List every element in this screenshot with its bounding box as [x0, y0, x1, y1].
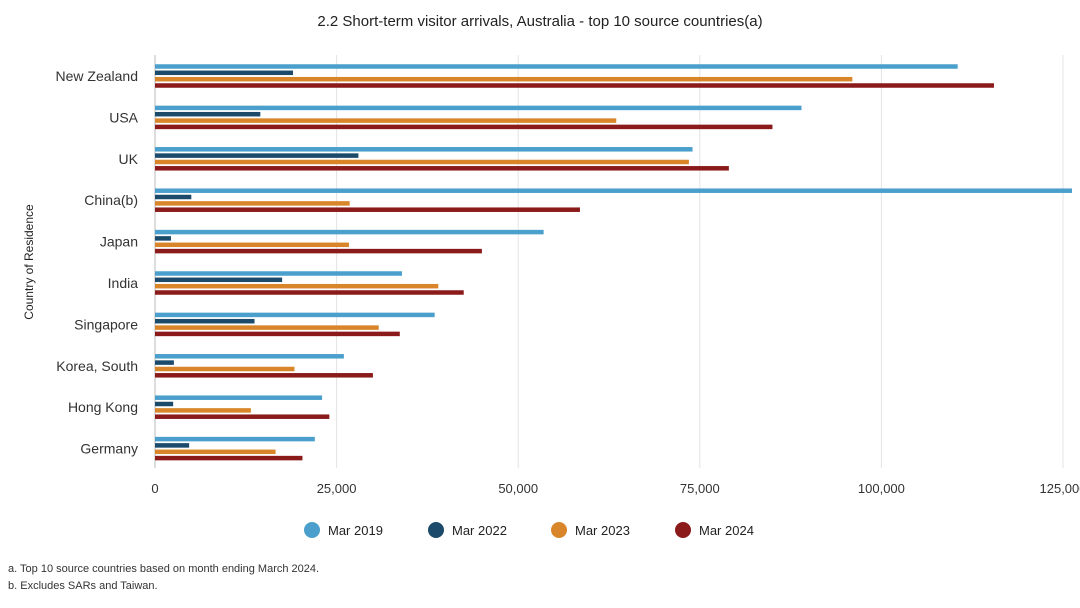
bar	[155, 414, 330, 419]
legend: Mar 2019 Mar 2022 Mar 2023 Mar 2024	[304, 522, 754, 538]
y-axis-title: Country of Residence	[22, 204, 36, 320]
bar	[155, 166, 729, 171]
category-label: UK	[119, 151, 139, 167]
bar	[155, 271, 402, 276]
bar	[155, 111, 261, 117]
legend-marker	[675, 522, 691, 538]
bar	[155, 395, 323, 400]
bar	[155, 436, 315, 442]
bar	[155, 443, 190, 448]
bar	[155, 153, 359, 158]
bar	[155, 229, 544, 235]
x-tick-label: 75,000	[680, 481, 720, 496]
category-label: Hong Kong	[68, 399, 138, 415]
bar	[155, 366, 295, 372]
category-label: Korea, South	[56, 358, 138, 374]
x-tick-label: 125,000	[1040, 481, 1080, 496]
bar	[155, 455, 303, 461]
bar	[155, 76, 853, 82]
bar	[155, 331, 400, 337]
bar	[155, 194, 192, 200]
x-tick-label: 50,000	[498, 481, 538, 496]
category-label: USA	[109, 109, 138, 125]
bar	[155, 290, 464, 295]
category-label: China(b)	[84, 192, 138, 208]
chart-title: 2.2 Short-term visitor arrivals, Austral…	[317, 13, 762, 30]
bar	[155, 401, 174, 407]
category-label: Germany	[80, 441, 138, 457]
bar	[155, 188, 1072, 193]
category-labels: New Zealand USA UK China(b) Japan India Singap…	[56, 68, 139, 457]
bar	[155, 105, 802, 111]
bar	[155, 83, 994, 88]
bar	[155, 373, 373, 378]
legend-label: Mar 2019	[328, 523, 383, 538]
bar	[155, 312, 435, 318]
legend-label: Mar 2024	[699, 523, 754, 538]
category-label: Japan	[100, 234, 138, 250]
category-label: India	[108, 275, 139, 291]
x-tick-label: 25,000	[317, 481, 357, 496]
bar	[155, 354, 344, 359]
legend-marker	[551, 522, 567, 538]
bar	[155, 147, 693, 152]
bar	[155, 207, 580, 212]
category-label: New Zealand	[56, 68, 139, 84]
grid-lines	[154, 55, 1064, 468]
bar	[155, 201, 350, 206]
bar	[155, 70, 294, 76]
category-label: Singapore	[74, 316, 138, 332]
bar	[155, 118, 617, 123]
bar	[155, 318, 255, 324]
legend-label: Mar 2022	[452, 523, 507, 538]
x-tick-label: 100,000	[858, 481, 905, 496]
bar	[155, 325, 379, 330]
x-tick-labels: 0 25,000 50,000 75,000 100,000 125,000	[151, 481, 1080, 496]
legend-marker	[428, 522, 444, 538]
x-tick-label: 0	[151, 481, 158, 496]
bar	[155, 64, 958, 69]
bar	[155, 124, 773, 130]
bar	[155, 277, 283, 283]
bar	[155, 236, 171, 241]
bar	[155, 283, 439, 289]
bar	[155, 248, 482, 254]
footnote-a: a. Top 10 source countries based on mont…	[8, 563, 320, 575]
legend-label: Mar 2023	[575, 523, 630, 538]
bar	[155, 408, 251, 413]
bar	[155, 360, 174, 365]
legend-marker	[304, 522, 320, 538]
bars	[155, 64, 1072, 461]
footnote-b: b. Excludes SARs and Taiwan.	[8, 580, 158, 592]
bar	[155, 159, 689, 165]
bar	[155, 449, 276, 455]
chart: 2.2 Short-term visitor arrivals, Austral…	[22, 13, 1080, 538]
bar	[155, 242, 349, 248]
